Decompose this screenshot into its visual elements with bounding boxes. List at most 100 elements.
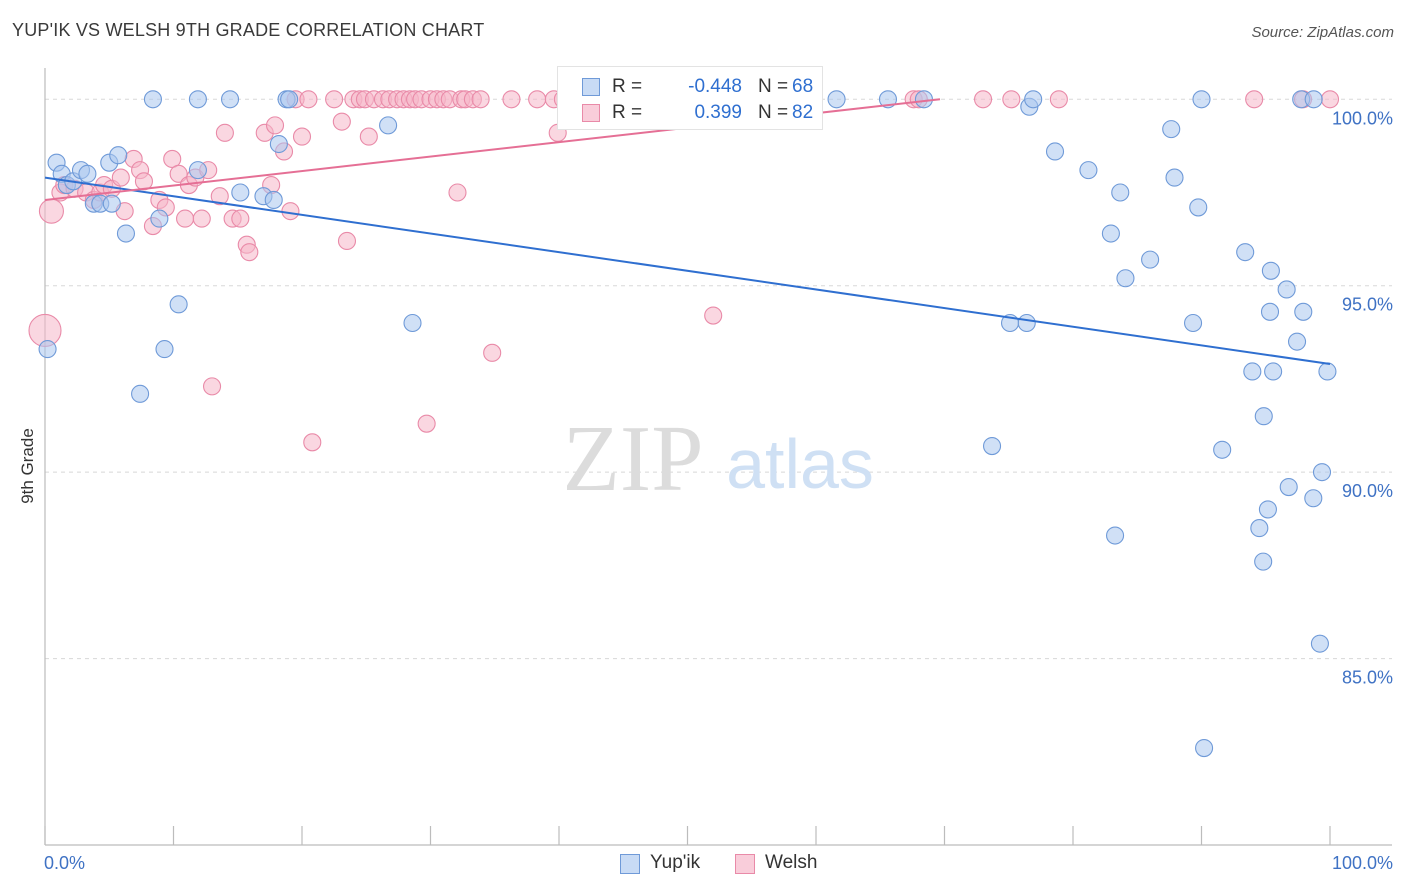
watermark-atlas: atlas xyxy=(726,425,874,503)
series-legend-welsh[interactable]: Welsh xyxy=(735,852,835,876)
yupik-point xyxy=(1165,168,1184,187)
welsh-point xyxy=(973,90,993,109)
yupik-point xyxy=(982,436,1002,456)
yupik-point xyxy=(1312,463,1332,482)
legend-swatch-welsh xyxy=(582,104,600,122)
welsh-point xyxy=(325,90,344,109)
welsh-point xyxy=(1245,90,1264,109)
welsh-point xyxy=(231,209,250,228)
yupik-point xyxy=(1106,526,1125,545)
welsh-point xyxy=(292,127,312,146)
welsh-point xyxy=(111,168,130,187)
legend-n-label: N = xyxy=(758,102,789,123)
welsh-point xyxy=(1320,90,1340,109)
series-label-yupik: Yup'ik xyxy=(650,852,701,873)
yupik-point xyxy=(231,183,250,202)
legend-r-value-welsh: 0.399 xyxy=(694,102,742,123)
yupik-point xyxy=(1254,407,1273,426)
yupik-point xyxy=(1189,198,1208,217)
yupik-point xyxy=(379,116,398,135)
yupik-point xyxy=(1079,161,1098,180)
yupik-point xyxy=(1260,302,1280,321)
y-tick-labels: 85.0% 90.0% 95.0% 100.0% xyxy=(1332,108,1393,687)
yupik-point xyxy=(1017,313,1036,333)
yupik-trend-line xyxy=(44,176,1331,366)
welsh-point xyxy=(502,90,521,109)
y-tick-label: 100.0% xyxy=(1332,108,1393,128)
yupik-point xyxy=(143,90,162,109)
welsh-point xyxy=(176,209,195,228)
yupik-point xyxy=(1304,90,1323,109)
yupik-point xyxy=(1279,478,1298,497)
legend-swatch-yupik xyxy=(582,78,600,96)
yupik-point xyxy=(188,161,207,180)
welsh-point xyxy=(417,414,436,433)
watermark: ZIP atlas xyxy=(563,407,874,511)
yupik-point xyxy=(403,313,422,333)
series-label-welsh: Welsh xyxy=(765,852,818,873)
y-tick-label: 90.0% xyxy=(1342,481,1393,501)
yupik-point xyxy=(1304,489,1323,508)
welsh-point xyxy=(240,243,259,262)
yupik-point xyxy=(269,134,288,154)
welsh-point xyxy=(337,231,357,251)
x-tick-label: 100.0% xyxy=(1332,853,1393,873)
yupik-point xyxy=(1195,739,1214,758)
welsh-point xyxy=(332,112,351,131)
yupik-point xyxy=(116,224,136,243)
welsh-point xyxy=(215,123,234,142)
yupik-point xyxy=(169,295,188,314)
correlation-legend: R = -0.448 N = 68 R = 0.399 N = 82 xyxy=(557,66,823,130)
yupik-point xyxy=(1254,552,1273,571)
welsh-point xyxy=(448,183,467,202)
yupik-point xyxy=(1277,280,1296,299)
yupik-point xyxy=(1264,362,1283,381)
series-legend-yupik[interactable]: Yup'ik xyxy=(620,852,720,876)
yupik-point xyxy=(1258,500,1277,519)
welsh-point xyxy=(1049,90,1068,109)
y-tick-label: 95.0% xyxy=(1342,295,1393,315)
legend-n-value-yupik: 68 xyxy=(792,76,814,97)
y-tick-label: 85.0% xyxy=(1342,668,1393,688)
yupik-point xyxy=(220,90,240,109)
yupik-point xyxy=(78,164,97,183)
x-tick-labels: 0.0% 100.0% xyxy=(44,853,1393,873)
welsh-point xyxy=(704,306,723,325)
welsh-point xyxy=(210,187,229,206)
welsh-points xyxy=(28,90,1340,452)
legend-r-label: R = xyxy=(612,76,643,97)
chart-title: YUP'IK VS WELSH 9TH GRADE CORRELATION CH… xyxy=(12,20,485,40)
yupik-point xyxy=(1141,250,1160,269)
source-label: Source: ZipAtlas.com xyxy=(1251,24,1394,41)
yupik-point xyxy=(1243,362,1262,381)
welsh-point xyxy=(303,433,322,452)
yupik-point xyxy=(264,190,283,210)
yupik-point xyxy=(102,194,121,213)
yupik-point xyxy=(1236,243,1255,262)
yupik-point xyxy=(38,340,57,359)
welsh-point xyxy=(1002,90,1021,109)
yupik-point xyxy=(1213,440,1232,459)
yupik-point xyxy=(827,90,846,109)
yupik-point xyxy=(155,340,174,359)
axes xyxy=(44,68,1392,846)
yupik-point xyxy=(1250,519,1269,538)
yupik-point xyxy=(1045,142,1065,161)
welsh-point xyxy=(528,90,547,109)
welsh-point xyxy=(299,90,318,109)
series-swatch-welsh xyxy=(735,854,755,874)
welsh-point xyxy=(471,90,490,109)
welsh-point xyxy=(359,127,378,146)
legend-r-value-yupik: -0.448 xyxy=(688,76,742,97)
yupik-point xyxy=(1024,90,1043,109)
yupik-point xyxy=(1261,261,1280,280)
yupik-point xyxy=(878,90,898,109)
trend-lines xyxy=(44,98,1331,366)
yupik-point xyxy=(109,146,128,165)
yupik-point xyxy=(1111,183,1130,202)
yupik-point xyxy=(188,90,207,109)
yupik-point xyxy=(131,384,150,403)
yupik-point xyxy=(914,90,933,109)
yupik-point xyxy=(150,209,169,228)
welsh-point xyxy=(192,209,211,228)
